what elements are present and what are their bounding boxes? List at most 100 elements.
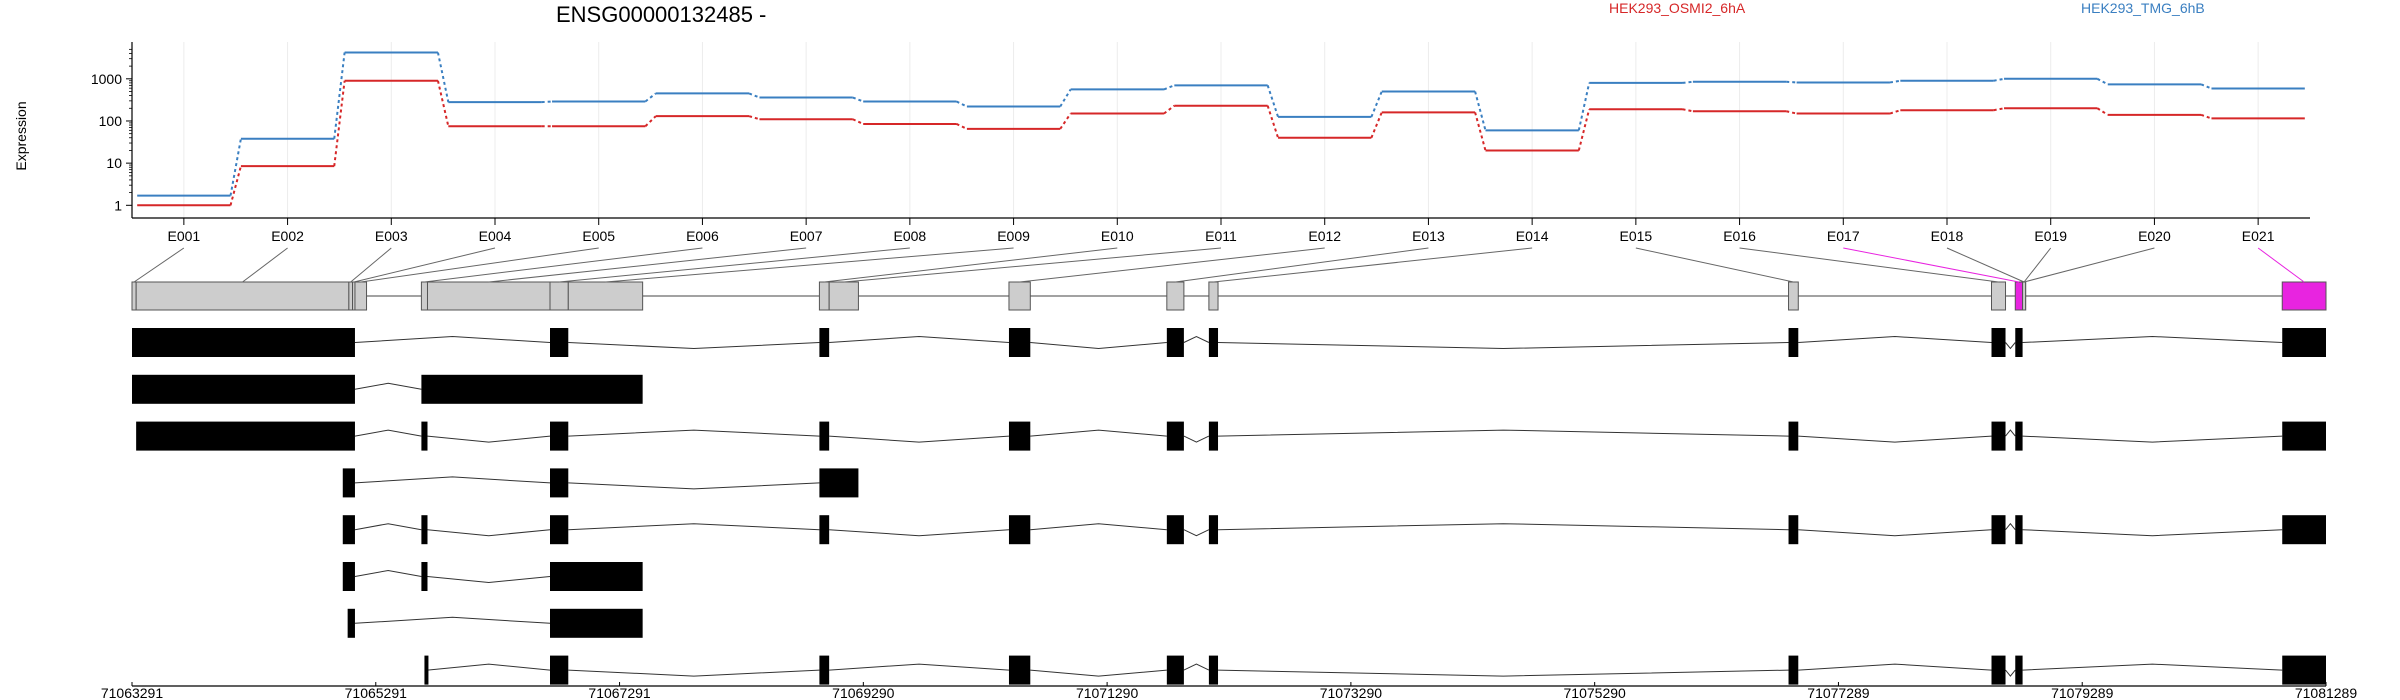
x-tick-label: E016 <box>1723 228 1756 244</box>
intron <box>2022 335 2283 343</box>
x-tick-label: E020 <box>2138 228 2171 244</box>
intron <box>1798 663 1992 671</box>
transcript-exon <box>550 468 569 498</box>
transcript-5 <box>342 515 2326 545</box>
transcript-exon <box>1008 421 1031 451</box>
intron <box>427 576 551 584</box>
genomic-tick-label: 71075290 <box>1564 685 1627 700</box>
transcript-7 <box>347 608 643 638</box>
transcript-exon <box>1166 421 1184 451</box>
bin-link <box>424 247 703 283</box>
transcript-exon <box>1208 655 1219 685</box>
transcript-exon <box>1788 515 1799 545</box>
intron <box>1798 335 1992 343</box>
transcript-exon <box>819 328 830 357</box>
series-connector <box>644 92 657 103</box>
transcript-exon <box>1788 328 1799 357</box>
intron <box>354 523 422 531</box>
transcript-exon <box>550 655 569 685</box>
intron <box>2005 429 2016 437</box>
series-connector <box>1163 104 1175 115</box>
intron <box>1218 342 1789 350</box>
x-tick-label: E003 <box>375 228 408 244</box>
exon-bin <box>348 281 354 311</box>
intron <box>1030 523 1167 531</box>
x-tick-label: E011 <box>1205 228 1237 244</box>
transcript-exon <box>819 655 830 685</box>
bin-link <box>2257 247 2305 283</box>
series-connector <box>333 80 346 167</box>
bin-link <box>824 247 1118 283</box>
x-tick-label: E002 <box>271 228 304 244</box>
transcript-exon <box>1208 515 1219 545</box>
transcript-exon <box>1991 421 2006 451</box>
genomic-tick-label: 71071290 <box>1076 685 1139 700</box>
x-tick-label: E017 <box>1827 228 1860 244</box>
transcript-exon <box>1166 515 1184 545</box>
intron <box>568 482 820 490</box>
transcript-exon <box>132 374 355 404</box>
intron <box>829 435 1009 443</box>
transcript-exon <box>1208 421 1219 451</box>
transcript-6 <box>342 562 643 591</box>
transcript-exon <box>421 562 428 591</box>
x-tick-label: E004 <box>479 228 512 244</box>
exon-bin <box>135 281 350 311</box>
bin-link <box>350 247 392 283</box>
transcript-exon <box>2015 421 2023 451</box>
transcript-exon <box>2282 421 2326 451</box>
bin-link <box>1739 247 1999 283</box>
series-connector <box>1682 108 1694 113</box>
exon-bin <box>828 281 859 311</box>
x-tick-label: E018 <box>1931 228 1964 244</box>
series-osmi2 <box>137 79 2305 207</box>
intron <box>1183 435 1210 443</box>
intron <box>829 529 1009 537</box>
exon-bin <box>1788 281 1799 311</box>
series-connector <box>541 100 553 104</box>
intron <box>2022 529 2283 537</box>
intron <box>829 335 1009 343</box>
exon-bin <box>420 281 428 311</box>
x-tick-label: E010 <box>1101 228 1134 244</box>
series-connector <box>1163 84 1175 91</box>
transcript-exon <box>819 468 859 498</box>
exon-bin <box>2281 281 2327 311</box>
exon-bin <box>567 281 644 311</box>
legend-label-tmg: HEK293_TMG_6hB <box>2081 0 2205 16</box>
genomic-tick-label: 71065291 <box>345 685 408 700</box>
exon-bin <box>2022 281 2027 311</box>
transcript-exon <box>1008 515 1031 545</box>
x-tick-label: E005 <box>582 228 615 244</box>
x-tick-label: E021 <box>2242 228 2275 244</box>
transcript-exon <box>550 562 643 591</box>
transcript-exon <box>132 328 355 357</box>
x-tick-label: E009 <box>997 228 1030 244</box>
bin-link <box>605 247 1014 283</box>
transcript-exon <box>2282 328 2326 357</box>
series-connector <box>1682 80 1694 84</box>
series-connector <box>1474 112 1487 151</box>
intron <box>354 476 551 484</box>
intron <box>568 669 820 677</box>
y-axis-label: Expression <box>13 101 29 170</box>
exon-bin <box>549 281 569 311</box>
x-tick-label: E019 <box>2034 228 2067 244</box>
genomic-tick-label: 71079289 <box>2051 685 2114 700</box>
series-connector <box>2200 83 2212 90</box>
series-connector <box>2096 107 2109 116</box>
series-connector <box>229 165 242 206</box>
series-connector <box>956 123 968 130</box>
x-tick-label: E014 <box>1516 228 1549 244</box>
transcript-exon <box>1991 515 2006 545</box>
series-connector <box>436 52 450 103</box>
intron <box>1798 435 1992 443</box>
series-connector <box>852 96 864 103</box>
transcript-exon <box>550 421 569 451</box>
transcript-exon <box>421 421 428 451</box>
intron <box>1030 342 1167 350</box>
intron <box>568 429 820 437</box>
intron <box>1218 523 1789 531</box>
transcript-exon <box>1008 655 1031 685</box>
